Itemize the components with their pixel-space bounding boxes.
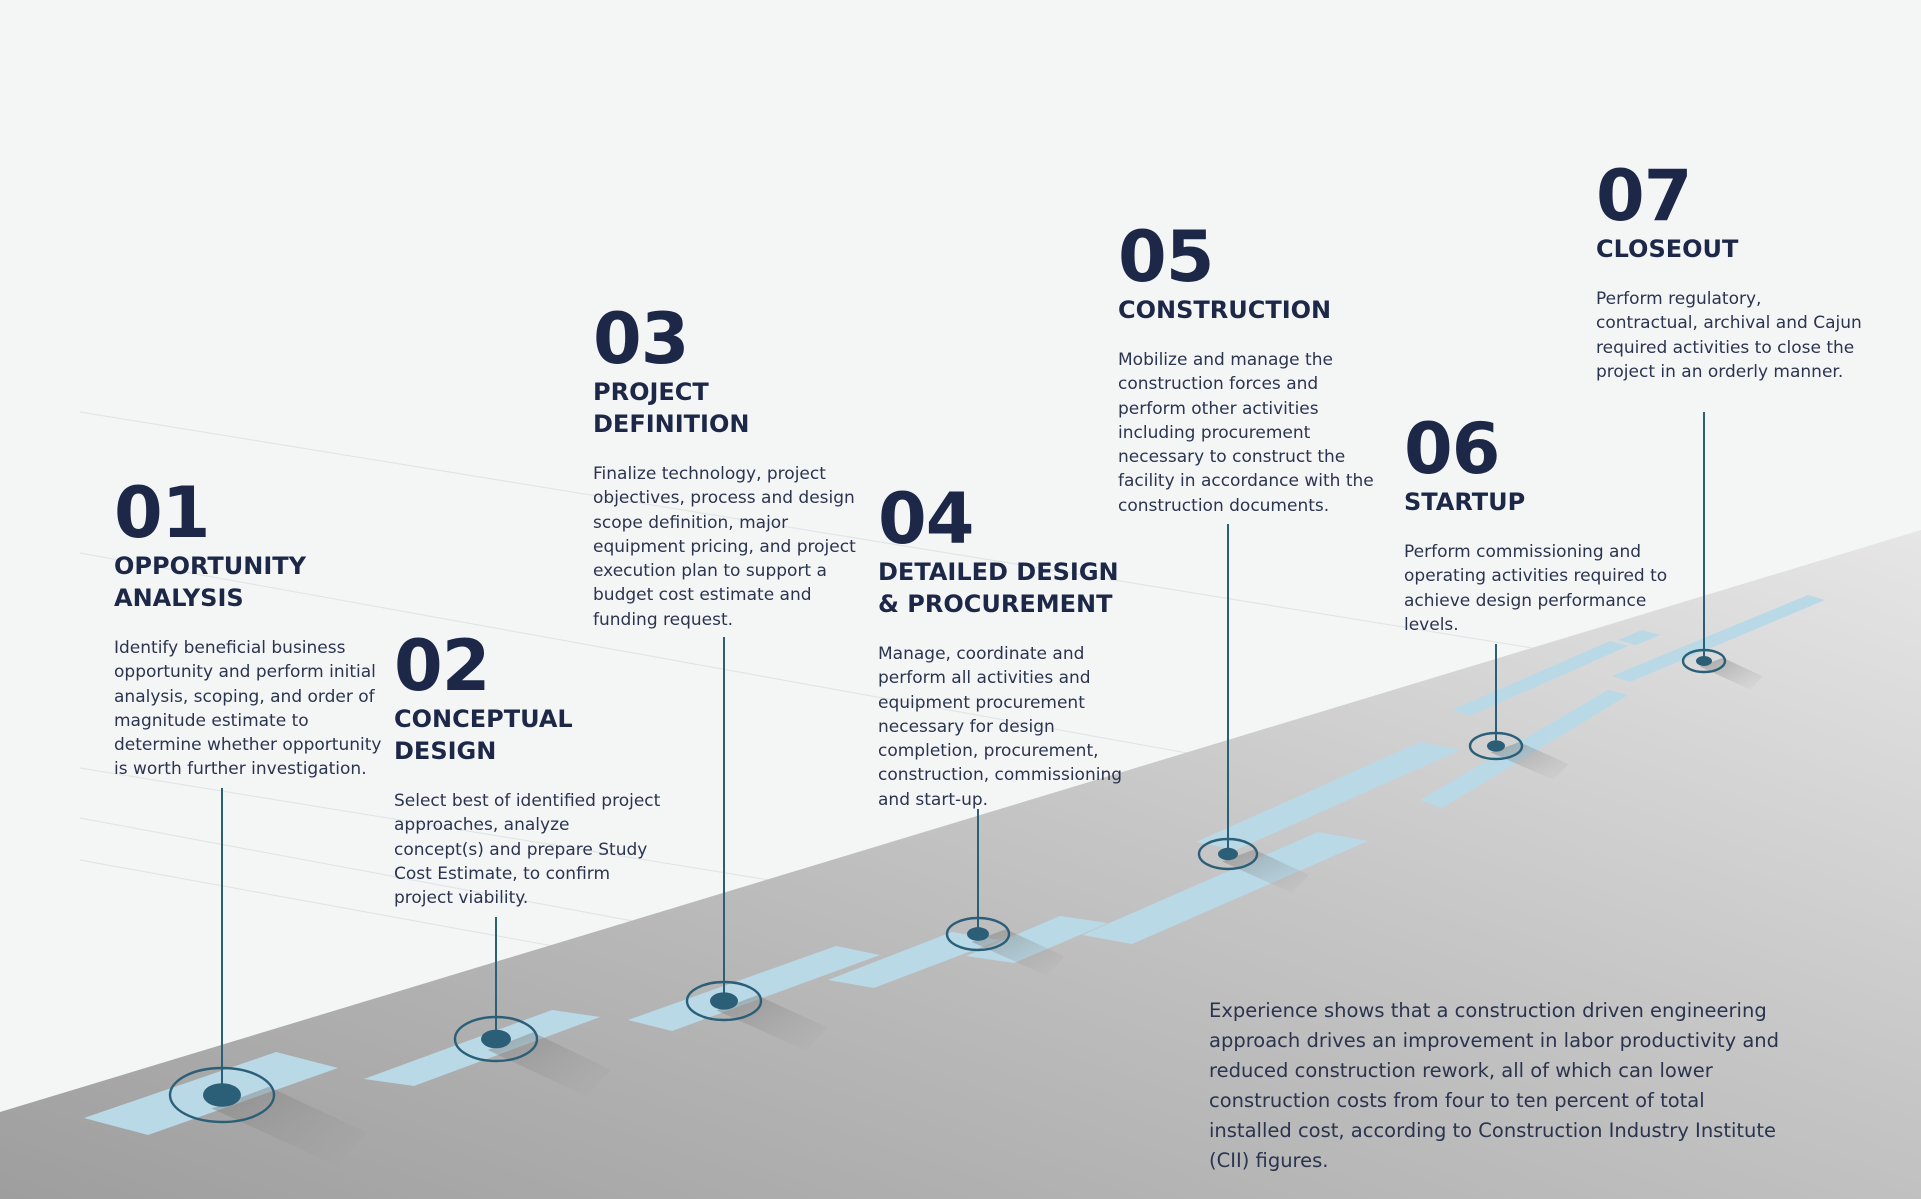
marker-shadow <box>971 929 1065 976</box>
marker-dot <box>967 927 989 941</box>
marker-shadow <box>487 1032 611 1097</box>
road <box>0 530 1921 1199</box>
marker-shadow <box>1699 657 1763 690</box>
stage-number: 05 <box>1118 216 1214 298</box>
marker-ring <box>453 1015 539 1063</box>
marker-shadow <box>716 995 828 1051</box>
stage-07: 07 CLOSEOUT Perform regulatory, contractua… <box>1596 161 1866 384</box>
marker-ring <box>1468 731 1524 761</box>
stage-05: 05 CONSTRUCTION Mobilize and manage the co… <box>1118 222 1388 518</box>
lane-dash <box>1618 630 1660 645</box>
stage-number: 03 <box>593 298 689 380</box>
stage-description: Select best of identified project approa… <box>394 791 661 909</box>
stage-title: STARTUP <box>1404 488 1526 516</box>
stage-description: Perform regulatory, contractual, archiva… <box>1596 289 1862 382</box>
stage-title: DETAILED DESIGN & PROCUREMENT <box>878 558 1119 618</box>
marker-dot <box>1218 847 1238 861</box>
stage-title: CONCEPTUAL DESIGN <box>394 705 573 765</box>
stage-number: 01 <box>114 472 210 554</box>
stage-03: 03 PROJECT DEFINITION Finalize technology,… <box>593 304 863 632</box>
stage-title: CLOSEOUT <box>1596 235 1739 263</box>
stage-06: 06 STARTUP Perform commissioning and opera… <box>1404 414 1674 637</box>
stage-description: Perform commissioning and operating acti… <box>1404 542 1668 635</box>
marker-ring <box>1197 837 1259 871</box>
stage-description: Manage, coordinate and perform all activ… <box>878 644 1123 810</box>
stage-number: 04 <box>878 478 974 560</box>
stage-number: 02 <box>394 625 490 707</box>
stage-description: Finalize technology, project objectives,… <box>593 464 856 630</box>
marker-shadow <box>1490 742 1569 780</box>
stage-title: OPPORTUNITY ANALYSIS <box>114 552 307 612</box>
stage-marker-06 <box>1468 644 1569 780</box>
note-text: Experience shows that a construction dri… <box>1209 999 1780 1172</box>
stage-marker-01 <box>168 788 368 1166</box>
marker-dot <box>1487 740 1505 752</box>
stage-description: Mobilize and manage the construction for… <box>1118 350 1374 516</box>
marker-ring <box>1681 648 1727 674</box>
marker-shadow <box>211 1086 368 1166</box>
stage-04: 04 DETAILED DESIGN & PROCUREMENT Manage, c… <box>878 484 1148 812</box>
stage-01: 01 OPPORTUNITY ANALYSIS Identify beneficia… <box>114 478 384 782</box>
lane-dash <box>1196 742 1460 850</box>
marker-dot <box>1696 656 1712 666</box>
stage-number: 06 <box>1404 408 1500 490</box>
marker-shadow <box>1222 849 1310 893</box>
marker-ring <box>168 1066 276 1124</box>
stage-marker-05 <box>1197 524 1310 893</box>
marker-ring <box>945 916 1011 952</box>
marker-dot <box>481 1029 511 1049</box>
stage-title: PROJECT DEFINITION <box>593 378 750 438</box>
stage-marker-02 <box>453 917 611 1097</box>
stage-02: 02 CONCEPTUAL DESIGN Select best of identi… <box>394 631 664 910</box>
marker-dot <box>710 992 738 1010</box>
marker-ring <box>685 980 763 1022</box>
stage-marker-03 <box>685 637 828 1051</box>
stage-number: 07 <box>1596 155 1692 237</box>
lane-dash <box>364 1010 600 1086</box>
stage-marker-07 <box>1681 412 1763 690</box>
stage-markers <box>168 412 1763 1166</box>
stage-description: Identify beneficial business opportunity… <box>114 638 382 780</box>
marker-dot <box>203 1083 241 1107</box>
stage-marker-04 <box>945 809 1065 976</box>
stage-title: CONSTRUCTION <box>1118 296 1332 324</box>
lane-dash <box>1100 866 1270 934</box>
lane-dash <box>1612 595 1825 682</box>
